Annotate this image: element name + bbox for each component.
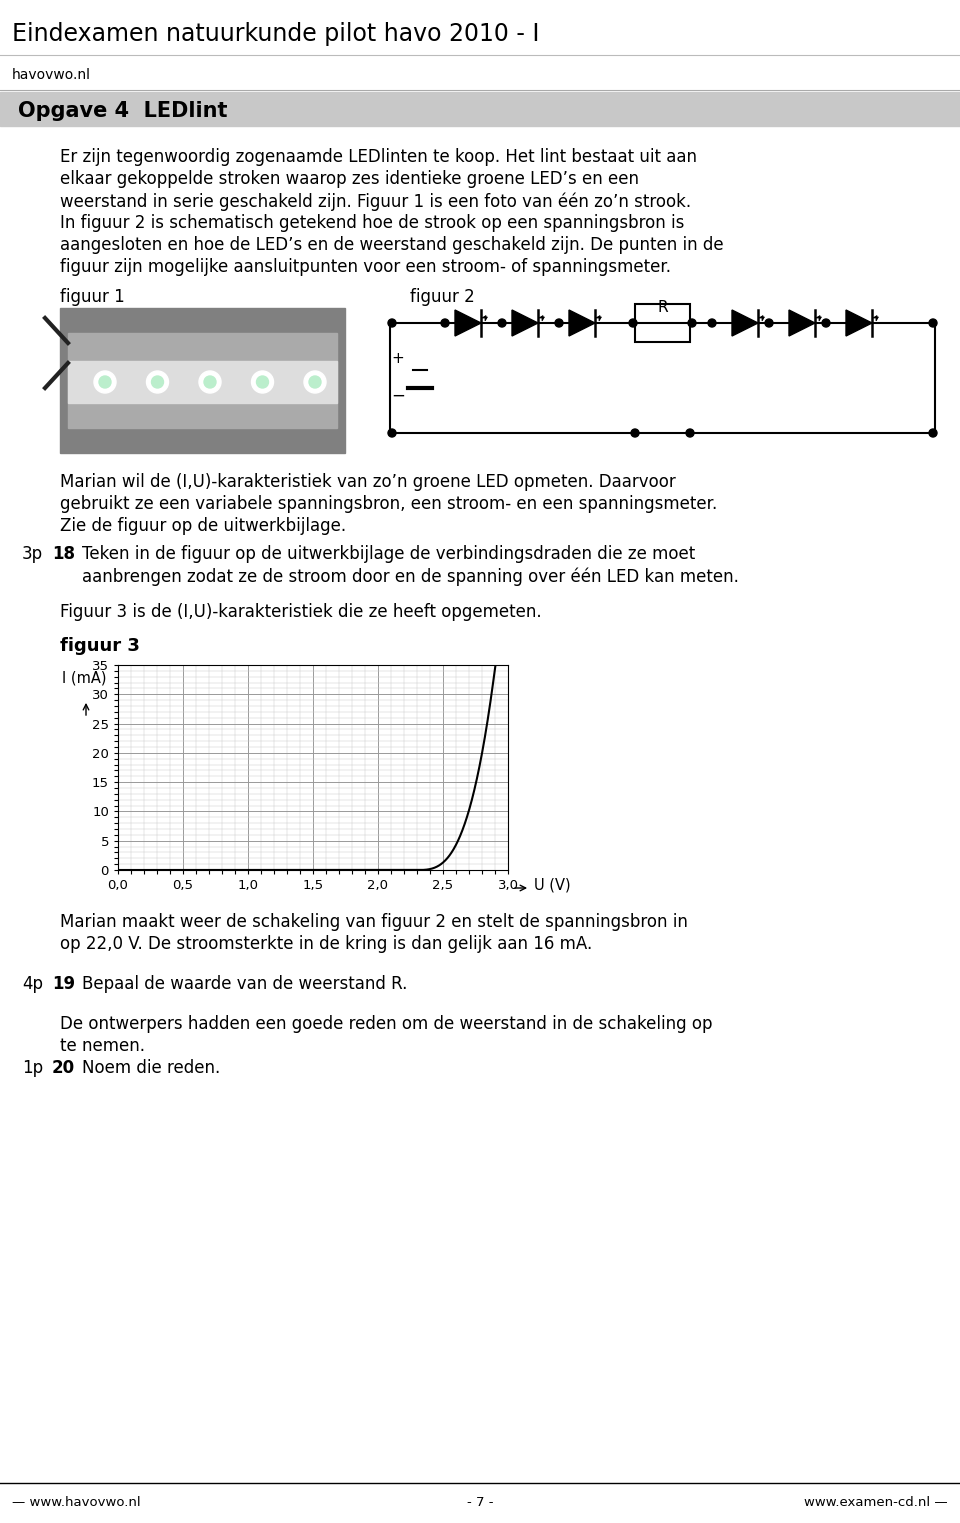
Circle shape xyxy=(252,372,274,393)
Text: 4p: 4p xyxy=(22,975,43,993)
Bar xyxy=(60,308,345,452)
Polygon shape xyxy=(569,311,595,337)
Bar xyxy=(0,91,960,126)
Text: aangesloten en hoe de LED’s en de weerstand geschakeld zijn. De punten in de: aangesloten en hoe de LED’s en de weerst… xyxy=(60,236,724,254)
Circle shape xyxy=(822,318,830,327)
Text: I (mA): I (mA) xyxy=(61,670,106,685)
Circle shape xyxy=(441,318,449,327)
Circle shape xyxy=(498,318,506,327)
Text: figuur zijn mogelijke aansluitpunten voor een stroom- of spanningsmeter.: figuur zijn mogelijke aansluitpunten voo… xyxy=(60,257,671,276)
Text: De ontwerpers hadden een goede reden om de weerstand in de schakeling op: De ontwerpers hadden een goede reden om … xyxy=(60,1014,712,1033)
Text: In figuur 2 is schematisch getekend hoe de strook op een spanningsbron is: In figuur 2 is schematisch getekend hoe … xyxy=(60,215,684,231)
Text: aanbrengen zodat ze de stroom door en de spanning over één LED kan meten.: aanbrengen zodat ze de stroom door en de… xyxy=(82,567,739,585)
Text: Opgave 4  LEDlint: Opgave 4 LEDlint xyxy=(18,101,228,120)
Text: 3p: 3p xyxy=(22,545,43,564)
Circle shape xyxy=(631,429,639,437)
Circle shape xyxy=(152,376,163,388)
Circle shape xyxy=(929,429,937,437)
Text: op 22,0 V. De stroomsterkte in de kring is dan gelijk aan 16 mA.: op 22,0 V. De stroomsterkte in de kring … xyxy=(60,935,592,953)
Text: −: − xyxy=(391,387,405,405)
Circle shape xyxy=(199,372,221,393)
Circle shape xyxy=(256,376,269,388)
Text: elkaar gekoppelde stroken waarop zes identieke groene LED’s en een: elkaar gekoppelde stroken waarop zes ide… xyxy=(60,171,639,187)
Circle shape xyxy=(388,429,396,437)
Text: havovwo.nl: havovwo.nl xyxy=(12,69,91,82)
Text: Teken in de figuur op de uitwerkbijlage de verbindingsdraden die ze moet: Teken in de figuur op de uitwerkbijlage … xyxy=(82,545,695,564)
Circle shape xyxy=(94,372,116,393)
Circle shape xyxy=(686,429,694,437)
Text: figuur 1: figuur 1 xyxy=(60,288,125,306)
Text: — www.havovwo.nl: — www.havovwo.nl xyxy=(12,1496,140,1509)
Text: Bepaal de waarde van de weerstand R.: Bepaal de waarde van de weerstand R. xyxy=(82,975,407,993)
Text: figuur 3: figuur 3 xyxy=(60,637,140,655)
Circle shape xyxy=(708,318,716,327)
Circle shape xyxy=(304,372,326,393)
Circle shape xyxy=(765,318,773,327)
Polygon shape xyxy=(455,311,481,337)
Circle shape xyxy=(147,372,169,393)
Circle shape xyxy=(629,318,637,327)
Bar xyxy=(635,305,690,343)
Bar xyxy=(68,334,337,428)
Text: Er zijn tegenwoordig zogenaamde LEDlinten te koop. Het lint bestaat uit aan: Er zijn tegenwoordig zogenaamde LEDlinte… xyxy=(60,148,697,166)
Text: 1p: 1p xyxy=(22,1058,43,1077)
Polygon shape xyxy=(789,311,815,337)
Bar xyxy=(68,361,337,404)
Circle shape xyxy=(99,376,111,388)
Text: 20: 20 xyxy=(52,1058,75,1077)
Circle shape xyxy=(388,318,396,327)
Text: +: + xyxy=(392,350,404,366)
Polygon shape xyxy=(732,311,758,337)
Text: - 7 -: - 7 - xyxy=(467,1496,493,1509)
Text: figuur 2: figuur 2 xyxy=(410,288,475,306)
Circle shape xyxy=(555,318,563,327)
Text: 19: 19 xyxy=(52,975,75,993)
Text: te nemen.: te nemen. xyxy=(60,1037,145,1055)
Text: R: R xyxy=(658,300,668,315)
Text: weerstand in serie geschakeld zijn. Figuur 1 is een foto van één zo’n strook.: weerstand in serie geschakeld zijn. Figu… xyxy=(60,192,691,210)
Text: Eindexamen natuurkunde pilot havo 2010 - I: Eindexamen natuurkunde pilot havo 2010 -… xyxy=(12,21,540,46)
Circle shape xyxy=(688,318,696,327)
Text: Figuur 3 is de (I,U)-karakteristiek die ze heeft opgemeten.: Figuur 3 is de (I,U)-karakteristiek die … xyxy=(60,603,541,621)
Polygon shape xyxy=(512,311,538,337)
Text: U (V): U (V) xyxy=(534,877,570,892)
Text: Marian wil de (I,U)-karakteristiek van zo’n groene LED opmeten. Daarvoor: Marian wil de (I,U)-karakteristiek van z… xyxy=(60,474,676,490)
Text: Zie de figuur op de uitwerkbijlage.: Zie de figuur op de uitwerkbijlage. xyxy=(60,516,347,535)
Circle shape xyxy=(929,318,937,327)
Circle shape xyxy=(309,376,321,388)
Text: www.examen-cd.nl —: www.examen-cd.nl — xyxy=(804,1496,948,1509)
Text: 18: 18 xyxy=(52,545,75,564)
Text: Marian maakt weer de schakeling van figuur 2 en stelt de spanningsbron in: Marian maakt weer de schakeling van figu… xyxy=(60,912,688,931)
Text: gebruikt ze een variabele spanningsbron, een stroom- en een spanningsmeter.: gebruikt ze een variabele spanningsbron,… xyxy=(60,495,717,513)
Circle shape xyxy=(204,376,216,388)
Polygon shape xyxy=(846,311,872,337)
Text: Noem die reden.: Noem die reden. xyxy=(82,1058,220,1077)
